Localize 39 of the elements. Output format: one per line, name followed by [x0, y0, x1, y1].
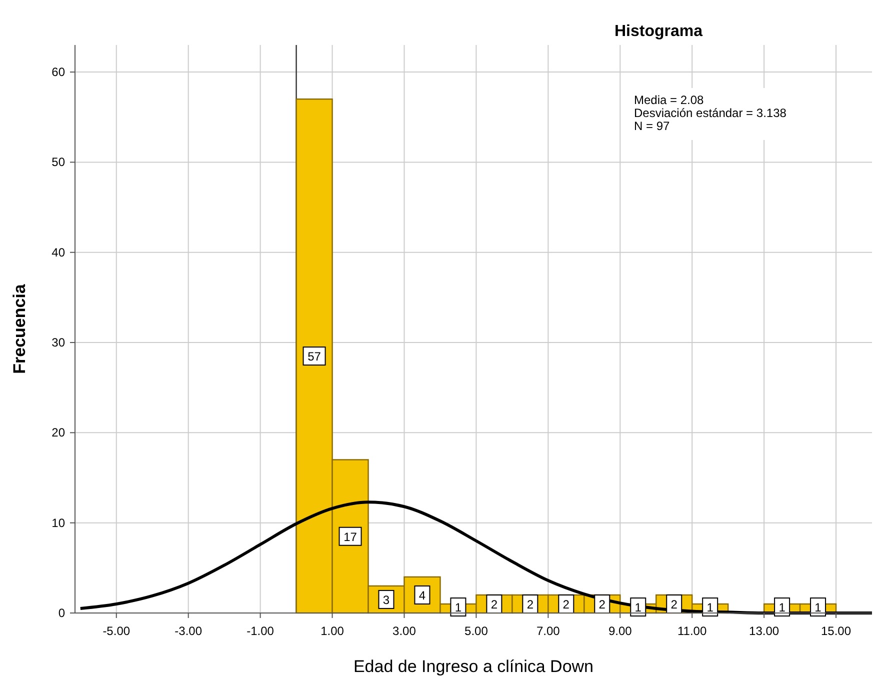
x-tick-label: -3.00	[174, 624, 202, 638]
data-label: 2	[526, 597, 534, 612]
x-tick-label: 3.00	[392, 624, 416, 638]
data-label: 2	[598, 597, 606, 612]
y-tick-label: 20	[52, 426, 66, 440]
data-label: 2	[670, 597, 678, 612]
annotation: Desviación estándar = 3.138	[634, 106, 787, 120]
x-tick-label: 1.00	[320, 624, 344, 638]
x-axis-title: Edad de Ingreso a clínica Down	[353, 657, 594, 676]
data-label: 2	[490, 597, 498, 612]
y-tick-label: 0	[58, 606, 66, 620]
annotation: N = 97	[634, 119, 670, 133]
data-label: 4	[418, 588, 426, 602]
data-label: 1	[778, 600, 786, 614]
y-tick-label: 40	[52, 245, 66, 260]
data-label: 57	[308, 350, 322, 364]
data-label: 1	[454, 600, 462, 614]
y-tick-label: 60	[52, 65, 66, 80]
data-label: 17	[344, 530, 358, 544]
x-tick-label: 7.00	[536, 624, 560, 638]
x-tick-label: -5.00	[102, 624, 130, 638]
y-tick-label: 10	[52, 516, 66, 530]
x-tick-label: 9.00	[608, 624, 632, 638]
y-axis-title: Frecuencia	[10, 284, 29, 374]
x-tick-label: 11.00	[678, 624, 707, 638]
line-series	[78, 500, 874, 614]
data-label: 2	[562, 597, 570, 612]
chart-title: Histograma	[614, 23, 703, 40]
data-label: 3	[382, 592, 390, 607]
x-tick-label: 13.00	[749, 624, 780, 638]
data-label: 1	[814, 600, 822, 614]
x-tick-label: -1.00	[246, 624, 274, 638]
y-tick-label: 50	[52, 155, 66, 170]
x-tick-label: 5.00	[464, 624, 488, 638]
annotation: Media = 2.08	[634, 93, 704, 107]
data-label: 1	[706, 600, 714, 614]
data-label: 1	[634, 600, 642, 614]
x-tick-label: 15.00	[821, 624, 852, 638]
y-tick-label: 30	[52, 336, 66, 350]
